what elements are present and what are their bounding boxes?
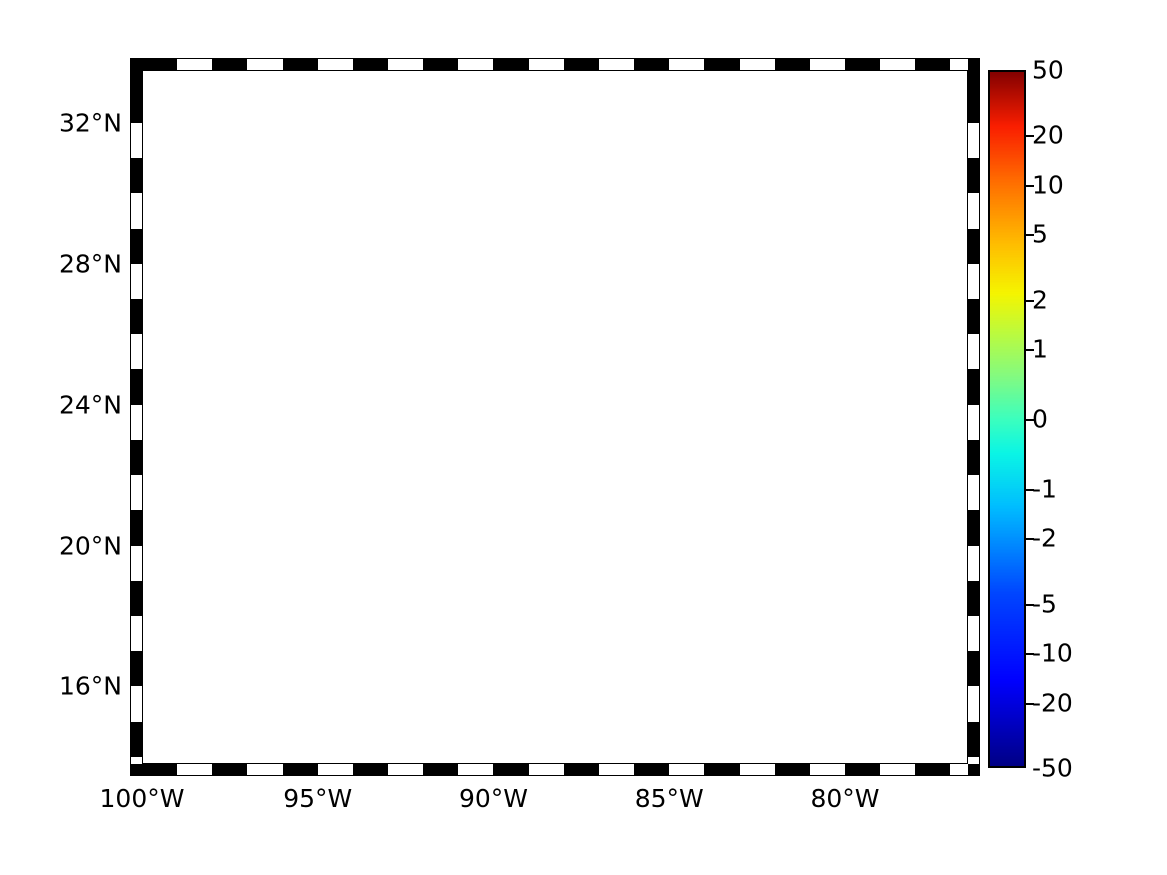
- colorbar-tick: [1025, 135, 1034, 137]
- colorbar: [988, 70, 1026, 768]
- x-tick-label: 90°W: [458, 784, 528, 813]
- colorbar-tick-label: -1: [1032, 474, 1057, 504]
- frame-bottom-seg: [634, 764, 670, 776]
- frame-top-seg: [493, 58, 529, 70]
- frame-top-seg: [142, 58, 178, 70]
- frame-left-seg: [130, 439, 142, 476]
- frame-right-seg: [968, 298, 980, 335]
- frame-right-seg: [968, 369, 980, 405]
- frame-corner-tl: [130, 58, 142, 70]
- colorbar-tick-label: -20: [1032, 688, 1073, 718]
- colorbar-tick-label: 0: [1032, 404, 1048, 434]
- frame-bottom-seg: [844, 764, 881, 776]
- frame-bottom-seg: [915, 764, 951, 776]
- frame-left-seg: [130, 298, 142, 335]
- frame-left-seg: [130, 228, 142, 264]
- frame-right-seg: [968, 228, 980, 264]
- frame-left-seg: [130, 510, 142, 546]
- frame-left-seg: [130, 87, 142, 123]
- x-tick-label: 95°W: [283, 784, 353, 813]
- frame-left-seg: [130, 369, 142, 405]
- frame-bottom-seg: [563, 764, 599, 776]
- colorbar-tick-label: 20: [1032, 120, 1064, 150]
- frame-bottom-seg: [352, 764, 389, 776]
- y-tick-label: 28°N: [58, 249, 122, 279]
- frame-bottom-seg: [774, 764, 810, 776]
- frame-top-seg: [563, 58, 599, 70]
- colorbar-gradient: [988, 70, 1026, 768]
- y-tick-label: 24°N: [58, 390, 122, 420]
- frame-right-seg: [968, 510, 980, 546]
- frame-top-seg: [844, 58, 881, 70]
- frame-left-seg: [130, 70, 142, 88]
- frame-right-seg: [968, 651, 980, 687]
- colorbar-tick-label: 10: [1032, 170, 1064, 200]
- frame-left-seg: [130, 651, 142, 687]
- frame-top-seg: [915, 58, 951, 70]
- frame-left-seg: [130, 158, 142, 194]
- frame-corner-bl: [130, 764, 142, 776]
- colorbar-tick-label: 2: [1032, 285, 1048, 315]
- frame-right-seg: [968, 580, 980, 617]
- x-tick-label: 80°W: [810, 784, 880, 813]
- frame-bottom-seg: [423, 764, 459, 776]
- colorbar-tick-label: 50: [1032, 55, 1064, 85]
- colorbar-tick: [1025, 489, 1034, 491]
- colorbar-tick: [1025, 703, 1034, 705]
- map-data-layer: [142, 70, 968, 764]
- frame-top-seg: [423, 58, 459, 70]
- frame-top-seg: [704, 58, 740, 70]
- y-tick-label: 16°N: [58, 671, 122, 701]
- colorbar-tick-label: -2: [1032, 523, 1057, 553]
- frame-bottom-seg: [142, 764, 178, 776]
- frame-right-seg: [968, 70, 980, 88]
- frame-top-seg: [212, 58, 248, 70]
- frame-corner-br: [968, 764, 980, 776]
- frame-bottom-seg: [212, 764, 248, 776]
- y-tick-label: 32°N: [58, 108, 122, 138]
- frame-right-seg: [968, 439, 980, 476]
- x-tick-label: 85°W: [634, 784, 704, 813]
- frame-top-seg: [352, 58, 389, 70]
- colorbar-tick: [1025, 185, 1034, 187]
- frame-bottom-seg: [493, 764, 529, 776]
- x-tick-label: 100°W: [99, 784, 185, 813]
- frame-left-seg: [130, 580, 142, 617]
- colorbar-tick: [1025, 419, 1034, 421]
- frame-bottom-seg: [282, 764, 318, 776]
- frame-bottom-seg: [704, 764, 740, 776]
- colorbar-tick: [1025, 538, 1034, 540]
- colorbar-tick: [1025, 300, 1034, 302]
- frame-left-seg: [130, 721, 142, 757]
- frame-corner-tr: [968, 58, 980, 70]
- frame-top-seg: [634, 58, 670, 70]
- y-tick-label: 20°N: [58, 531, 122, 561]
- colorbar-tick: [1025, 604, 1034, 606]
- frame-right-seg: [968, 158, 980, 194]
- frame-top-seg: [774, 58, 810, 70]
- colorbar-tick-label: -50: [1032, 753, 1073, 783]
- colorbar-tick: [1025, 234, 1034, 236]
- colorbar-tick-label: 5: [1032, 219, 1048, 249]
- colorbar-tick-label: -5: [1032, 589, 1057, 619]
- frame-right-seg: [968, 721, 980, 757]
- colorbar-tick-label: -10: [1032, 638, 1073, 668]
- colorbar-tick: [1025, 653, 1034, 655]
- frame-right-seg: [968, 87, 980, 123]
- frame-top-seg: [282, 58, 318, 70]
- colorbar-tick: [1025, 349, 1034, 351]
- colorbar-tick-label: 1: [1032, 334, 1048, 364]
